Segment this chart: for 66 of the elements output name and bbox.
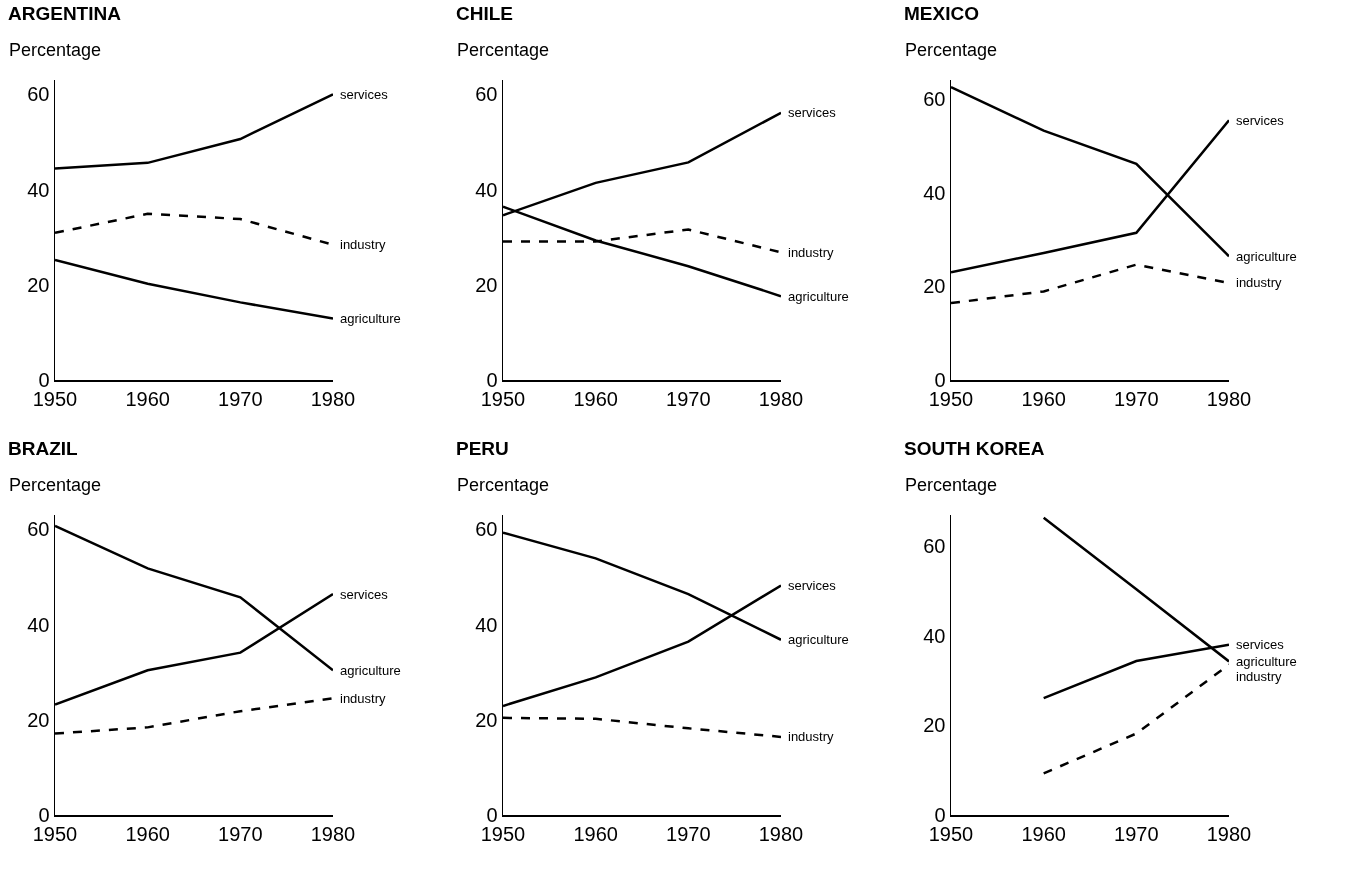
series-label: industry bbox=[340, 691, 387, 706]
y-axis-title: Percentage bbox=[905, 475, 998, 495]
x-tick-label: 1960 bbox=[1021, 387, 1066, 410]
x-tick-label: 1960 bbox=[573, 822, 618, 845]
series-label: agriculture bbox=[340, 663, 401, 678]
series-label: agriculture bbox=[1236, 249, 1297, 264]
x-tick-label: 1980 bbox=[310, 822, 356, 845]
x-tick-label: 1960 bbox=[573, 387, 618, 410]
y-axis-title: Percentage bbox=[457, 475, 550, 495]
x-tick-label: 1970 bbox=[218, 822, 263, 845]
x-tick-label: 1960 bbox=[125, 387, 170, 410]
series-label: services bbox=[788, 578, 837, 593]
series-label: services bbox=[1236, 637, 1285, 652]
series-label: agriculture bbox=[788, 632, 849, 647]
x-tick-label: 1980 bbox=[758, 822, 804, 845]
chart-title: ARGENTINA bbox=[8, 2, 122, 24]
y-tick-label: 40 bbox=[27, 613, 50, 636]
y-axis-title: Percentage bbox=[9, 475, 102, 495]
y-tick-label: 40 bbox=[475, 178, 498, 201]
y-tick-label: 60 bbox=[27, 83, 50, 106]
y-axis-title: Percentage bbox=[905, 40, 998, 60]
series-label: industry bbox=[788, 245, 835, 260]
y-tick-label: 20 bbox=[923, 275, 946, 298]
x-tick-label: 1970 bbox=[1114, 822, 1159, 845]
chart-title: PERU bbox=[456, 437, 509, 459]
chart-title: BRAZIL bbox=[8, 437, 79, 459]
y-tick-label: 20 bbox=[27, 708, 50, 731]
series-label: agriculture bbox=[788, 289, 849, 304]
series-label: services bbox=[788, 105, 837, 120]
y-tick-label: 40 bbox=[923, 181, 946, 204]
y-tick-label: 60 bbox=[475, 83, 498, 106]
y-tick-label: 60 bbox=[475, 518, 498, 541]
series-label: agriculture bbox=[1236, 654, 1297, 669]
y-axis-title: Percentage bbox=[9, 40, 102, 60]
series-label: agriculture bbox=[340, 311, 401, 326]
x-tick-label: 1960 bbox=[125, 822, 170, 845]
y-tick-label: 20 bbox=[27, 273, 50, 296]
x-tick-label: 1980 bbox=[310, 387, 356, 410]
y-tick-label: 60 bbox=[27, 518, 50, 541]
series-label: services bbox=[1236, 113, 1285, 128]
series-label: services bbox=[340, 87, 389, 102]
x-tick-label: 1980 bbox=[1206, 387, 1252, 410]
y-axis-title: Percentage bbox=[457, 40, 550, 60]
x-tick-label: 1980 bbox=[758, 387, 804, 410]
y-tick-label: 20 bbox=[475, 708, 498, 731]
y-tick-label: 20 bbox=[475, 273, 498, 296]
x-tick-label: 1970 bbox=[666, 822, 711, 845]
x-tick-label: 1980 bbox=[1206, 822, 1252, 845]
chart-title: SOUTH KOREA bbox=[904, 437, 1045, 459]
series-label: industry bbox=[1236, 275, 1283, 290]
y-tick-label: 20 bbox=[923, 714, 946, 737]
series-label: industry bbox=[340, 237, 387, 252]
y-tick-label: 40 bbox=[475, 613, 498, 636]
y-tick-label: 40 bbox=[923, 624, 946, 647]
x-tick-label: 1970 bbox=[666, 387, 711, 410]
chart-title: MEXICO bbox=[904, 2, 979, 24]
x-tick-label: 1960 bbox=[1021, 822, 1066, 845]
chart-title: CHILE bbox=[456, 2, 513, 24]
y-tick-label: 60 bbox=[923, 535, 946, 558]
series-label: industry bbox=[1236, 669, 1283, 684]
y-tick-label: 40 bbox=[27, 178, 50, 201]
x-tick-label: 1970 bbox=[1114, 387, 1159, 410]
x-tick-label: 1970 bbox=[218, 387, 263, 410]
series-label: services bbox=[340, 587, 389, 602]
series-label: industry bbox=[788, 729, 835, 744]
y-tick-label: 60 bbox=[923, 87, 946, 110]
